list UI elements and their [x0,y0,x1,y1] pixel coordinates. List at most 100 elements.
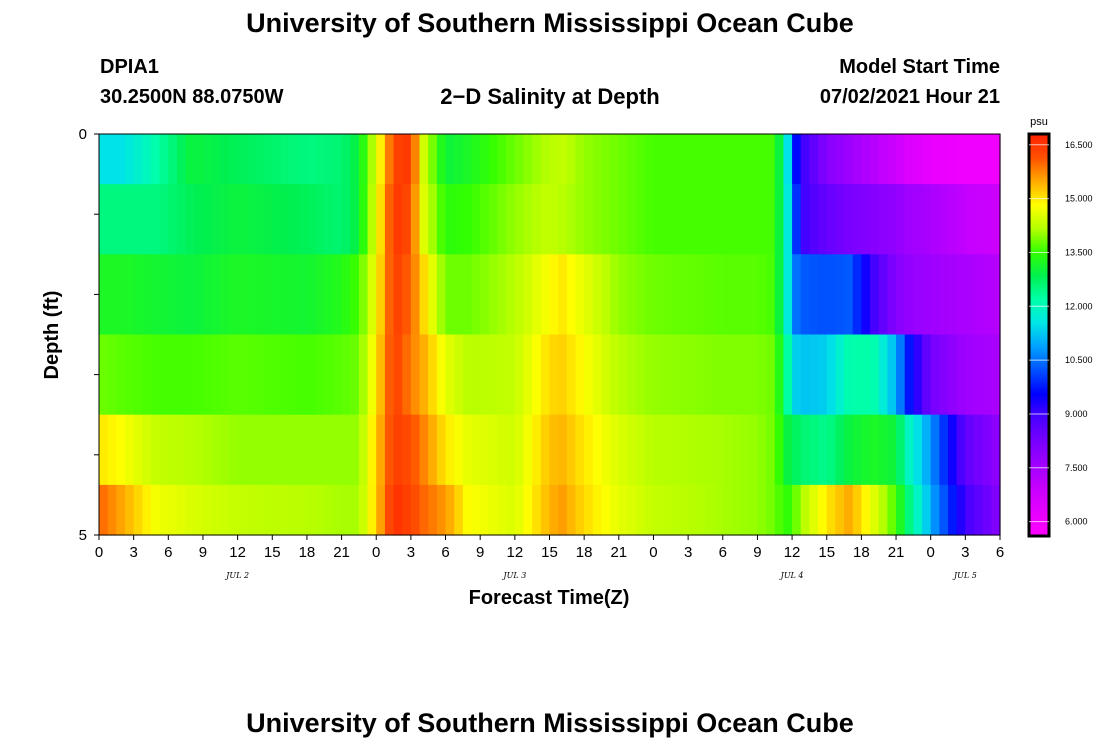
heatmap-cell [462,414,473,486]
heatmap-cell [948,134,958,185]
heatmap-cell [462,184,473,255]
heatmap-cell [150,134,161,185]
heatmap-cell [601,414,611,486]
heatmap-cell [722,254,733,336]
heatmap-cell [644,254,655,336]
heatmap-cell [124,334,135,416]
heatmap-cell [662,484,672,536]
heatmap-cell [757,184,767,255]
heatmap-cell [263,334,273,416]
heatmap-cell [419,254,429,336]
heatmap-cell [575,414,585,486]
heatmap-cell [549,184,559,255]
heatmap-cell [462,254,473,336]
heatmap-cell [315,254,325,336]
heatmap-cell [211,134,221,185]
heatmap-cell [601,134,611,185]
heatmap-cell [454,484,464,536]
heatmap-cell [488,414,499,486]
station-name: DPIA1 [100,56,159,78]
heatmap-cell [688,134,698,185]
heatmap-cell [99,334,109,416]
heatmap-cell [774,254,785,336]
heatmap-cell [116,254,126,336]
heatmap-cell [627,414,637,486]
heatmap-cell [332,134,343,185]
heatmap-cell [220,254,230,336]
heatmap-cell [696,134,707,185]
heatmap-cell [419,134,429,185]
heatmap-cell [809,184,819,255]
x-tick-label: 12 [784,544,801,561]
heatmap-cell [428,254,438,336]
heatmap-cell [523,134,533,185]
heatmap-cell [887,254,897,336]
heatmap-cell [159,334,169,416]
heatmap-cell [618,414,629,486]
heatmap-cell [124,484,135,536]
x-tick-label: 9 [199,544,207,561]
heatmap-cell [818,334,828,416]
heatmap-cell [324,254,334,336]
heatmap-cell [306,184,317,255]
heatmap-cell [462,334,473,416]
heatmap-cell [826,484,836,536]
heatmap-cell [133,254,143,336]
heatmap-cell [176,414,187,486]
heatmap-cell [705,184,715,255]
heatmap-cell [168,484,178,536]
heatmap-cell [410,414,421,486]
heatmap-cell [636,134,646,185]
heatmap-cell [220,134,230,185]
y-axis: 05 [79,126,99,544]
heatmap-cell [124,184,135,255]
heatmap-cell [870,414,880,486]
heatmap-cell [263,414,273,486]
heatmap-cell [627,334,637,416]
heatmap-cell [740,334,750,416]
heatmap-cell [670,414,681,486]
heatmap-cell [428,184,438,255]
heatmap-cell [731,414,741,486]
heatmap-cell [410,134,421,185]
heatmap-cell [211,184,221,255]
heatmap-cell [471,484,481,536]
x-date-label: JUL 2 [224,571,249,580]
heatmap-cell [202,134,213,185]
heatmap-cell [835,134,845,185]
heatmap-cell [402,184,412,255]
x-date-label: JUL 5 [952,571,977,580]
x-tick-label: 18 [299,544,316,561]
heatmap-cell [575,254,585,336]
heatmap-cell [142,414,152,486]
heatmap-cell [506,334,516,416]
heatmap-cell [315,334,325,416]
heatmap-cell [584,484,594,536]
heatmap-cell [358,414,369,486]
heatmap-cell [774,334,785,416]
heatmap-cell [280,484,291,536]
heatmap-cell [194,254,204,336]
heatmap-cell [341,334,351,416]
heatmap-cell [835,484,845,536]
heatmap-cell [636,334,646,416]
heatmap-cell [194,484,204,536]
heatmap-cell [410,254,421,336]
heatmap-cell [679,254,689,336]
heatmap-cell [714,184,724,255]
heatmap-cell [748,414,759,486]
heatmap-cell [558,184,568,255]
heatmap-cell [298,184,308,255]
heatmap-cell [254,334,265,416]
station-coordinates: 30.2500N 88.0750W [100,86,284,108]
heatmap-cell [939,414,949,486]
heatmap-cell [922,254,932,336]
heatmap-cell [488,254,499,336]
heatmap-cell [332,484,343,536]
heatmap-cell [471,414,481,486]
heatmap-cell [653,414,663,486]
heatmap-cell [627,134,637,185]
heatmap-cell [809,334,819,416]
heatmap-cell [592,484,603,536]
heatmap-cell [506,414,516,486]
